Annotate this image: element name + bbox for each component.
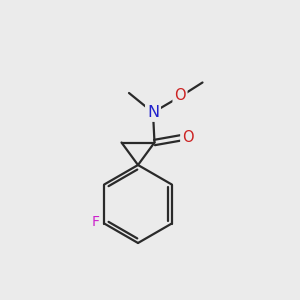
- Text: O: O: [174, 88, 186, 104]
- Text: O: O: [182, 130, 194, 145]
- Text: N: N: [147, 105, 159, 120]
- Text: F: F: [91, 215, 99, 229]
